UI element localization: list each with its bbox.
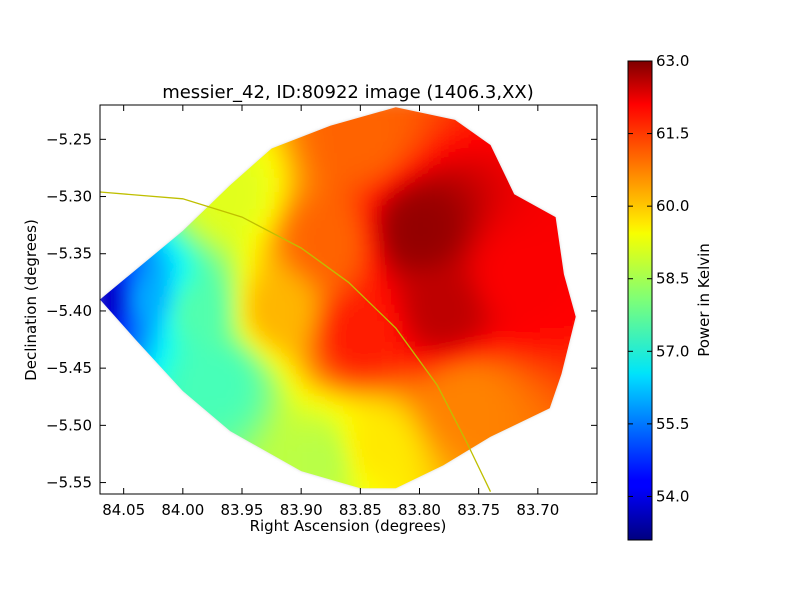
- colorbar: 54.0 55.5 57.0 58.5 60.0 61.5 63.0 Power in Ke…: [627, 52, 713, 541]
- x-tick-label: 83.90: [280, 501, 323, 519]
- plot-frame: [99, 104, 598, 495]
- x-tick-label: 84.00: [161, 501, 204, 519]
- y-tick-label: −5.25: [46, 130, 92, 148]
- y-tick-label: −5.35: [46, 245, 92, 263]
- colorbar-tick-label: 60.0: [656, 197, 689, 215]
- x-tick-label: 83.95: [221, 501, 264, 519]
- y-tick-label: −5.55: [46, 474, 92, 492]
- overlay-arc: [100, 191, 492, 492]
- heatmap-image: [100, 107, 576, 489]
- heatmap-field: [100, 107, 576, 489]
- y-tick-label: −5.30: [46, 188, 92, 206]
- y-axis: −5.25 −5.30 −5.35 −5.40 −5.45 −5.50 −5.55: [46, 130, 597, 492]
- chart-title: messier_42, ID:80922 image (1406.3,XX): [162, 82, 534, 103]
- colorbar-gradient: [628, 61, 652, 540]
- x-tick-label: 83.85: [339, 501, 382, 519]
- x-tick-label: 83.70: [516, 501, 559, 519]
- y-tick-label: −5.50: [46, 416, 92, 434]
- y-tick-label: −5.40: [46, 302, 92, 320]
- colorbar-tick-label: 61.5: [656, 125, 689, 143]
- x-tick-label: 83.75: [457, 501, 500, 519]
- colorbar-tick-label: 58.5: [656, 270, 689, 288]
- colorbar-tick-label: 55.5: [656, 415, 689, 433]
- colorbar-tick-label: 57.0: [656, 342, 689, 360]
- y-axis-label: Declination (degrees): [22, 219, 40, 381]
- x-tick-label: 84.05: [102, 501, 145, 519]
- y-tick-label: −5.45: [46, 359, 92, 377]
- x-tick-label: 83.80: [398, 501, 441, 519]
- x-axis: 84.05 84.00 83.95 83.90 83.85 83.80 83.75 83.70: [102, 105, 559, 519]
- colorbar-tick-label: 63.0: [656, 52, 689, 70]
- colorbar-ticks: 54.0 55.5 57.0 58.5 60.0 61.5 63.0: [628, 52, 689, 505]
- x-axis-label: Right Ascension (degrees): [250, 517, 447, 535]
- colorbar-tick-label: 54.0: [656, 487, 689, 505]
- colorbar-frame: [627, 60, 653, 541]
- colorbar-label: Power in Kelvin: [695, 243, 713, 357]
